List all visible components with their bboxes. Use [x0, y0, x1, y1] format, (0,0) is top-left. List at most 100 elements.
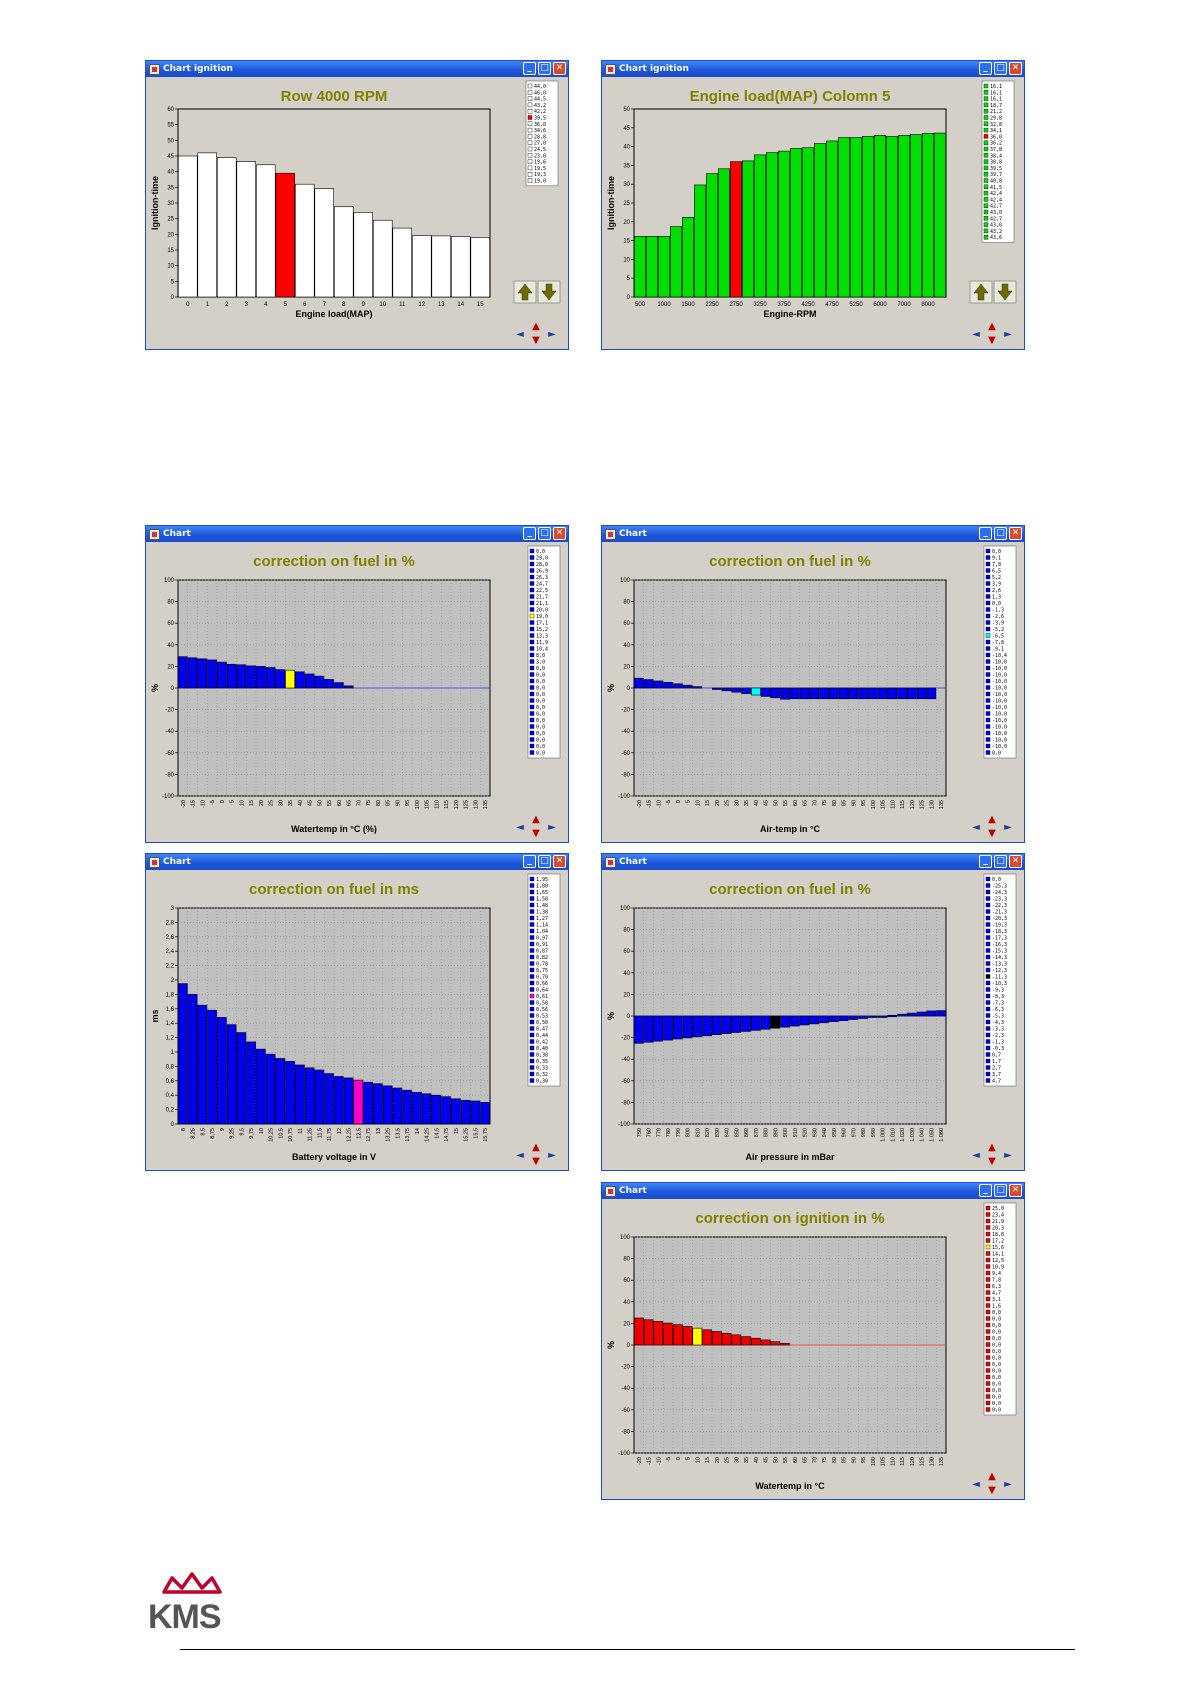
legend-label: -10,0 — [992, 725, 1007, 731]
bar — [450, 236, 471, 298]
x-tick-label: 85 — [842, 800, 848, 806]
x-tick-label: 110 — [434, 800, 440, 809]
maximize-button[interactable]: □ — [994, 527, 1007, 540]
close-button[interactable]: ✕ — [1009, 1184, 1022, 1197]
legend-label: 0,0 — [992, 1395, 1001, 1401]
scroll-right-icon[interactable]: ► — [548, 822, 556, 833]
legend-label: 0,0 — [992, 1310, 1001, 1316]
legend-label: -10,0 — [992, 692, 1007, 698]
bar — [867, 687, 878, 700]
legend-label: -12,3 — [992, 968, 1007, 974]
scroll-left-icon[interactable]: ◄ — [972, 1150, 980, 1161]
x-tick-label: 65 — [803, 1457, 809, 1463]
legend-label: 2,7 — [992, 1066, 1001, 1072]
legend-swatch — [985, 1039, 991, 1044]
close-button[interactable]: ✕ — [1009, 62, 1022, 75]
minimize-button[interactable]: _ — [523, 855, 536, 868]
x-tick-label: 910 — [793, 1128, 799, 1137]
legend-swatch — [985, 967, 991, 973]
scroll-left-icon[interactable]: ◄ — [972, 329, 980, 340]
minimize-button[interactable]: _ — [979, 855, 992, 868]
scroll-up-icon[interactable]: ▲ — [532, 1142, 540, 1153]
scroll-right-icon[interactable]: ► — [1004, 822, 1012, 833]
legend-swatch — [985, 1205, 991, 1211]
x-tick-label: 45 — [764, 1457, 770, 1463]
scroll-down-icon[interactable]: ▼ — [988, 335, 996, 346]
bar — [916, 1011, 927, 1017]
window-titlebar[interactable]: Chart ignition _ □ ✕ — [146, 61, 568, 77]
maximize-button[interactable]: □ — [538, 855, 551, 868]
scroll-down-icon[interactable]: ▼ — [988, 1485, 996, 1496]
bar — [682, 1326, 693, 1346]
minimize-button[interactable]: _ — [979, 62, 992, 75]
x-tick-label: -15 — [191, 800, 197, 808]
y-tick-label: 35 — [623, 163, 630, 169]
maximize-button[interactable]: □ — [538, 62, 551, 75]
minimize-button[interactable]: _ — [979, 1184, 992, 1197]
scroll-right-icon[interactable]: ► — [1004, 329, 1012, 340]
scroll-down-icon[interactable]: ▼ — [532, 335, 540, 346]
legend-swatch — [527, 140, 533, 145]
minimize-button[interactable]: _ — [523, 527, 536, 540]
close-button[interactable]: ✕ — [553, 855, 566, 868]
scroll-down-icon[interactable]: ▼ — [988, 828, 996, 839]
maximize-button[interactable]: □ — [994, 1184, 1007, 1197]
bar — [838, 687, 849, 700]
scroll-up-icon[interactable]: ▲ — [988, 321, 996, 332]
scroll-down-icon[interactable]: ▼ — [532, 828, 540, 839]
scroll-up-icon[interactable]: ▲ — [988, 1142, 996, 1153]
x-tick-label: 90 — [851, 800, 857, 806]
scroll-right-icon[interactable]: ► — [1004, 1150, 1012, 1161]
scroll-left-icon[interactable]: ◄ — [972, 822, 980, 833]
window-titlebar[interactable]: Chart ignition _ □ ✕ — [602, 61, 1024, 77]
scroll-left-icon[interactable]: ◄ — [972, 1479, 980, 1490]
scroll-right-icon[interactable]: ► — [1004, 1479, 1012, 1490]
x-tick-label: 830 — [715, 1128, 721, 1137]
minimize-button[interactable]: _ — [979, 527, 992, 540]
window-titlebar[interactable]: Chart _ □ ✕ — [146, 526, 568, 542]
close-button[interactable]: ✕ — [1009, 527, 1022, 540]
bar — [402, 1089, 412, 1125]
close-button[interactable]: ✕ — [553, 527, 566, 540]
y-tick-label: 1 — [171, 1050, 175, 1056]
window-titlebar[interactable]: Chart _ □ ✕ — [146, 854, 568, 870]
legend-label: 0,82 — [536, 955, 548, 961]
legend-swatch — [527, 146, 533, 152]
scroll-down-icon[interactable]: ▼ — [988, 1156, 996, 1167]
scroll-down-icon[interactable]: ▼ — [532, 1156, 540, 1167]
scroll-left-icon[interactable]: ◄ — [516, 822, 524, 833]
window-titlebar[interactable]: Chart _ □ ✕ — [602, 854, 1024, 870]
scroll-up-icon[interactable]: ▲ — [532, 814, 540, 825]
scroll-up-icon[interactable]: ▲ — [988, 814, 996, 825]
scroll-left-icon[interactable]: ◄ — [516, 329, 524, 340]
maximize-button[interactable]: □ — [994, 855, 1007, 868]
window-title: Chart ignition — [163, 64, 233, 74]
window-titlebar[interactable]: Chart _ □ ✕ — [602, 526, 1024, 542]
minimize-button[interactable]: _ — [523, 62, 536, 75]
scroll-up-icon[interactable]: ▲ — [988, 1471, 996, 1482]
bar — [392, 227, 413, 298]
legend-label: 20,3 — [992, 1226, 1004, 1232]
legend-label: 40,8 — [990, 179, 1002, 185]
legend-label: -18,3 — [992, 929, 1007, 935]
arrow-down-icon — [541, 283, 557, 301]
scroll-left-icon[interactable]: ◄ — [516, 1150, 524, 1161]
bar — [819, 1015, 830, 1024]
window-titlebar[interactable]: Chart _ □ ✕ — [602, 1183, 1024, 1199]
scroll-right-icon[interactable]: ► — [548, 1150, 556, 1161]
chart-plot: correction on fuel in ms 3 2,8 2,6 2,4 2,2 2 1,… — [150, 873, 561, 1167]
close-button[interactable]: ✕ — [553, 62, 566, 75]
close-button[interactable]: ✕ — [1009, 855, 1022, 868]
bar — [236, 664, 247, 689]
x-tick-label: 20 — [715, 1457, 721, 1463]
bar — [187, 994, 198, 1125]
scroll-right-icon[interactable]: ► — [548, 329, 556, 340]
maximize-button[interactable]: □ — [994, 62, 1007, 75]
legend-label: 0,0 — [536, 692, 545, 698]
bar — [682, 684, 693, 689]
legend-label: 16,1 — [990, 97, 1002, 103]
x-tick-label: 5250 — [849, 302, 863, 308]
scroll-up-icon[interactable]: ▲ — [532, 321, 540, 332]
maximize-button[interactable]: □ — [538, 527, 551, 540]
legend-swatch — [985, 698, 991, 703]
